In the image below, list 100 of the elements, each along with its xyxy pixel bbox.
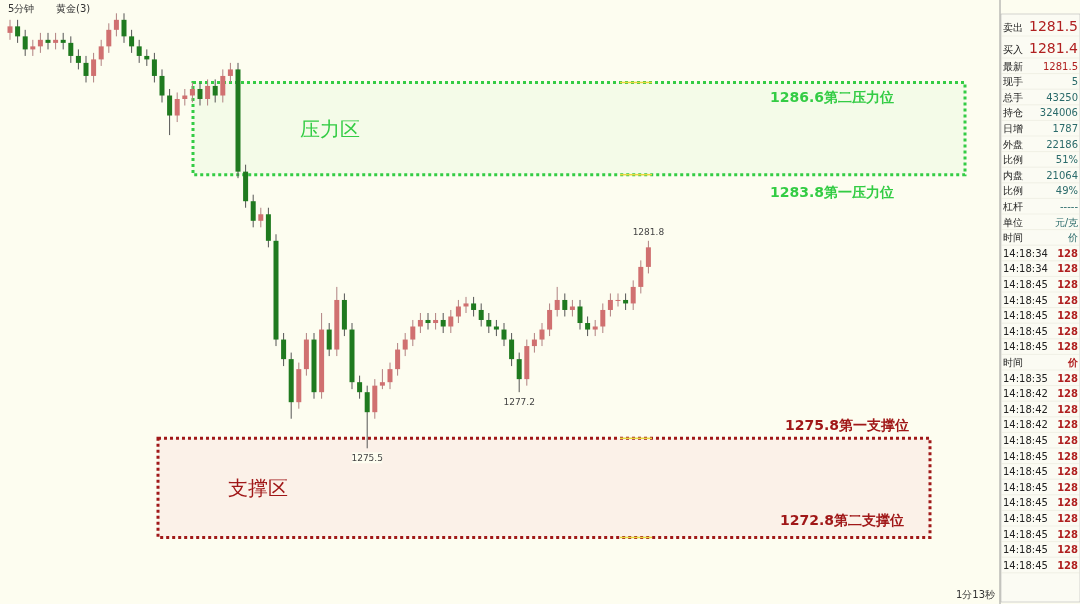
candlestick bbox=[547, 302, 553, 337]
text: 14:18:45 bbox=[1003, 450, 1048, 462]
text: 14:18:34 bbox=[1003, 247, 1048, 259]
candlestick bbox=[98, 39, 104, 67]
candlestick bbox=[68, 35, 74, 64]
candlestick bbox=[531, 332, 537, 354]
candlestick bbox=[387, 362, 393, 390]
text: 现手 bbox=[1003, 76, 1023, 88]
text: 1281.5 bbox=[1029, 18, 1078, 34]
text: 元/克 bbox=[1054, 216, 1078, 228]
candlestick bbox=[425, 312, 431, 331]
text: 128 bbox=[1057, 310, 1079, 322]
annotation: 1281.8 bbox=[632, 226, 665, 237]
candlestick bbox=[402, 332, 408, 357]
candlestick bbox=[455, 299, 461, 324]
candlestick bbox=[91, 52, 97, 83]
text: 128 bbox=[1057, 544, 1079, 556]
candlestick bbox=[45, 32, 51, 50]
text: 1283.8第一压力位 bbox=[770, 183, 895, 200]
annotation: 黄金(3) bbox=[56, 3, 91, 14]
text: 128 bbox=[1057, 466, 1079, 478]
text: 128 bbox=[1057, 419, 1079, 431]
text: 128 bbox=[1057, 388, 1079, 400]
text: 324006 bbox=[1039, 107, 1078, 119]
candlestick bbox=[258, 207, 264, 228]
candlestick bbox=[197, 81, 203, 107]
text: 128 bbox=[1057, 403, 1079, 415]
candlestick bbox=[227, 62, 233, 83]
text: 14:18:42 bbox=[1003, 419, 1048, 431]
candlestick bbox=[364, 385, 370, 449]
candlestick bbox=[357, 375, 363, 400]
text: 128 bbox=[1057, 497, 1079, 509]
text: 128 bbox=[1057, 294, 1079, 306]
candlestick bbox=[129, 29, 135, 54]
text: 14:18:45 bbox=[1003, 466, 1048, 478]
text: 持仓 bbox=[1003, 107, 1023, 119]
candlestick bbox=[478, 302, 484, 327]
candlestick bbox=[151, 52, 157, 83]
candlestick bbox=[75, 48, 81, 70]
text: 14:18:45 bbox=[1003, 528, 1048, 540]
text: 14:18:45 bbox=[1003, 435, 1048, 446]
candlestick bbox=[281, 332, 287, 367]
candlestick bbox=[448, 309, 454, 334]
candlestick bbox=[189, 81, 195, 103]
text: 1281.4 bbox=[1029, 40, 1079, 56]
text: 总手 bbox=[1002, 91, 1023, 103]
candlestick bbox=[554, 286, 560, 317]
candlestick bbox=[471, 296, 477, 317]
text: 买入 bbox=[1003, 44, 1023, 55]
text: 14:18:34 bbox=[1003, 263, 1048, 275]
candlestick bbox=[159, 68, 165, 103]
candlestick bbox=[501, 322, 507, 347]
text: 128 bbox=[1057, 247, 1079, 259]
text: 日增 bbox=[1003, 123, 1023, 134]
candlestick bbox=[212, 78, 218, 103]
band-label: 支撑区 bbox=[228, 475, 288, 500]
candlestick bbox=[113, 12, 119, 37]
candlestick bbox=[615, 292, 621, 307]
text: 时间 bbox=[1003, 232, 1023, 244]
text: 14:18:42 bbox=[1003, 403, 1048, 415]
text: 1分13秒 bbox=[955, 589, 995, 600]
candlestick bbox=[516, 352, 522, 393]
text: 128 bbox=[1057, 372, 1079, 384]
text: 1286.6第二压力位 bbox=[770, 89, 895, 106]
text: 1272.8第二支撑位 bbox=[780, 512, 905, 529]
candlestick bbox=[607, 292, 613, 317]
candlestick bbox=[37, 32, 43, 54]
text: 时间 bbox=[1003, 357, 1023, 368]
candlestick bbox=[121, 12, 127, 44]
candlestick bbox=[167, 88, 173, 136]
candlestick bbox=[638, 259, 644, 294]
candlestick bbox=[379, 368, 385, 390]
text: 14:18:45 bbox=[1003, 497, 1048, 509]
band-label: 压力区 bbox=[300, 116, 360, 141]
text: 128 bbox=[1057, 263, 1079, 275]
text: 5 bbox=[1071, 76, 1078, 88]
candlestick bbox=[509, 332, 515, 367]
candlestick bbox=[417, 312, 423, 334]
candlestick bbox=[83, 55, 89, 83]
text: 14:18:45 bbox=[1003, 294, 1048, 306]
candlestick bbox=[7, 19, 13, 41]
candlestick bbox=[410, 319, 416, 347]
text: ----- bbox=[1059, 201, 1079, 212]
candlestick bbox=[630, 279, 636, 311]
text: 14:18:45 bbox=[1003, 341, 1048, 353]
text: 1275.8第一支撑位 bbox=[785, 417, 910, 434]
text: 128 bbox=[1057, 450, 1079, 462]
text: 14:18:45 bbox=[1003, 310, 1048, 322]
text: 128 bbox=[1057, 559, 1079, 571]
candlestick bbox=[220, 68, 226, 103]
text: 49% bbox=[1055, 185, 1078, 197]
annotation: 5分钟 bbox=[8, 3, 35, 14]
text: 14:18:45 bbox=[1003, 279, 1048, 290]
annotation: 1275.5 bbox=[351, 453, 383, 464]
candlestick bbox=[15, 19, 21, 44]
text: 128 bbox=[1057, 279, 1079, 290]
candlestick bbox=[645, 240, 651, 274]
text: 杠杆 bbox=[1002, 201, 1023, 212]
candlestick bbox=[539, 322, 545, 347]
text: 43250 bbox=[1046, 91, 1078, 103]
